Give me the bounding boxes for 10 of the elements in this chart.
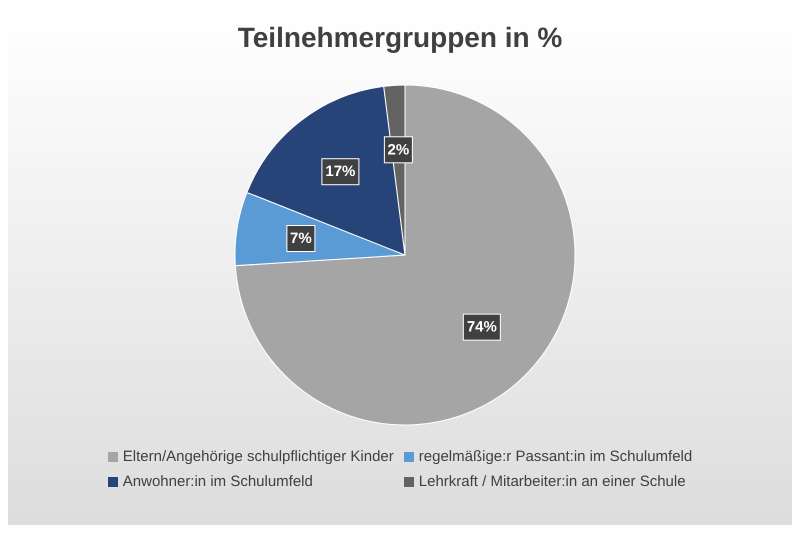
chart-title: Teilnehmergruppen in %	[236, 22, 564, 54]
pie-slice	[234, 84, 576, 426]
legend-label: Anwohner:in im Schulumfeld	[122, 473, 313, 490]
data-label: 2%	[388, 141, 410, 158]
legend-label: regelmäßige:r Passant:in im Schulumfeld	[418, 448, 692, 465]
slice-label: Eltern/Angehörige schulpflichtiger Kinder	[122, 448, 394, 465]
legend-label: Lehrkraft / Mitarbeiter:in an einer Schule	[418, 473, 686, 490]
data-label: 74%	[466, 318, 497, 336]
data-label: 17%	[325, 163, 356, 180]
data-label: 7%	[290, 230, 312, 248]
